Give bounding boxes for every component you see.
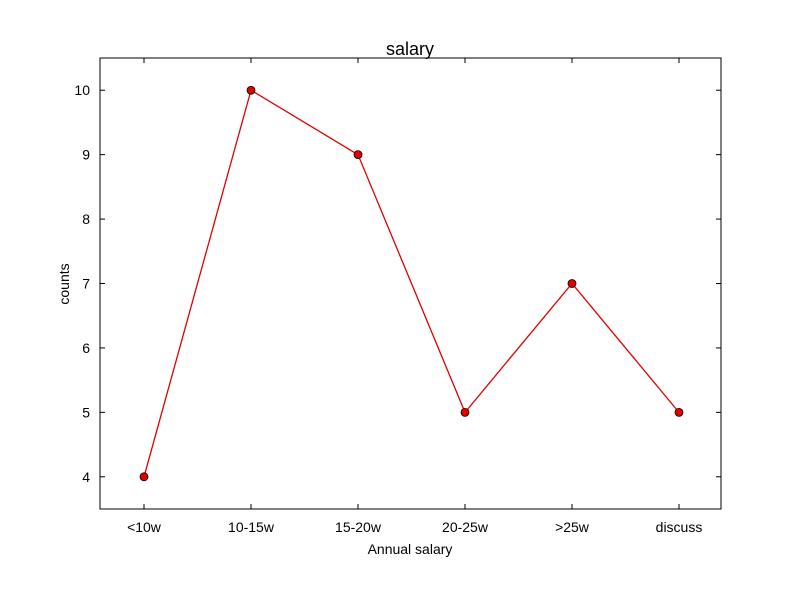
x-axis: <10w 10-15w 15-20w 20-25w >25w discuss xyxy=(127,58,702,535)
x-tick-label: >25w xyxy=(555,519,590,535)
data-point xyxy=(139,472,149,482)
y-tick-label: 5 xyxy=(82,404,90,420)
y-tick-label: 6 xyxy=(82,340,90,356)
chart-title: salary xyxy=(386,39,434,59)
data-point xyxy=(567,279,577,288)
x-tick-label: 15-20w xyxy=(335,519,382,535)
plot-frame xyxy=(99,57,722,510)
y-axis-label: counts xyxy=(56,263,72,304)
y-tick-label: 9 xyxy=(82,147,90,163)
x-tick-label: 20-25w xyxy=(442,519,489,535)
data-point xyxy=(246,85,256,95)
x-tick-label: discuss xyxy=(656,519,703,535)
x-tick-label: <10w xyxy=(127,519,162,535)
x-tick-label: 10-15w xyxy=(228,519,275,535)
series-line xyxy=(143,89,680,477)
series-group xyxy=(139,85,684,482)
data-point xyxy=(353,150,363,160)
y-tick-label: 10 xyxy=(74,82,90,98)
y-axis: 4 5 6 7 8 9 10 xyxy=(74,82,721,485)
y-tick-label: 4 xyxy=(82,469,90,485)
y-tick-label: 7 xyxy=(82,276,90,292)
data-point xyxy=(674,407,684,417)
y-tick-label: 8 xyxy=(82,211,90,227)
data-point xyxy=(460,407,470,417)
x-axis-label: Annual salary xyxy=(368,541,453,557)
